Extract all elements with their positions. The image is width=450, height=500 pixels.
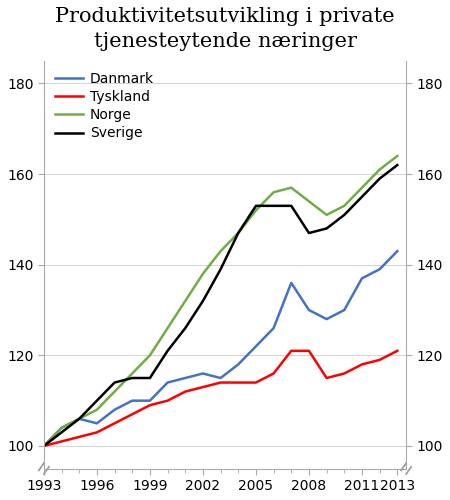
Danmark <box>165 380 170 386</box>
Sverige <box>359 194 364 200</box>
Sverige <box>147 375 153 381</box>
Line: Tyskland: Tyskland <box>44 351 397 446</box>
Danmark <box>306 307 312 313</box>
Danmark <box>395 248 400 254</box>
Sverige <box>395 162 400 168</box>
Sverige <box>218 266 223 272</box>
Norge <box>324 212 329 218</box>
Sverige <box>253 203 259 209</box>
Danmark <box>130 398 135 404</box>
Tyskland <box>165 398 170 404</box>
Norge <box>165 325 170 331</box>
Norge <box>147 352 153 358</box>
Norge <box>76 416 82 422</box>
Sverige <box>165 348 170 354</box>
Norge <box>377 166 382 172</box>
Line: Danmark: Danmark <box>44 251 397 446</box>
Danmark <box>359 276 364 281</box>
Tyskland <box>76 434 82 440</box>
Tyskland <box>94 430 99 436</box>
Tyskland <box>306 348 312 354</box>
Tyskland <box>377 357 382 363</box>
Title: Produktivitetsutvikling i private
tjenesteytende næringer: Produktivitetsutvikling i private tjenes… <box>55 7 395 51</box>
Tyskland <box>218 380 223 386</box>
Danmark <box>94 420 99 426</box>
Danmark <box>271 325 276 331</box>
Tyskland <box>359 362 364 368</box>
Tyskland <box>342 370 347 376</box>
Norge <box>359 184 364 190</box>
Sverige <box>130 375 135 381</box>
Norge <box>200 271 206 277</box>
Norge <box>288 184 294 190</box>
Norge <box>218 248 223 254</box>
Sverige <box>183 325 188 331</box>
Norge <box>306 198 312 204</box>
Line: Norge: Norge <box>44 156 397 446</box>
Tyskland <box>130 412 135 418</box>
Sverige <box>200 298 206 304</box>
Danmark <box>253 344 259 349</box>
Tyskland <box>253 380 259 386</box>
Sverige <box>306 230 312 236</box>
Danmark <box>41 443 46 449</box>
Norge <box>112 388 117 394</box>
Danmark <box>200 370 206 376</box>
Norge <box>41 443 46 449</box>
Norge <box>94 406 99 412</box>
Sverige <box>94 398 99 404</box>
Danmark <box>218 375 223 381</box>
Norge <box>59 425 64 431</box>
Sverige <box>288 203 294 209</box>
Sverige <box>324 226 329 232</box>
Sverige <box>59 430 64 436</box>
Sverige <box>377 176 382 182</box>
Danmark <box>377 266 382 272</box>
Tyskland <box>183 388 188 394</box>
Norge <box>183 298 188 304</box>
Tyskland <box>59 438 64 444</box>
Danmark <box>342 307 347 313</box>
Tyskland <box>324 375 329 381</box>
Norge <box>271 189 276 195</box>
Line: Sverige: Sverige <box>44 165 397 446</box>
Tyskland <box>288 348 294 354</box>
Sverige <box>41 443 46 449</box>
Danmark <box>112 406 117 412</box>
Danmark <box>324 316 329 322</box>
Norge <box>395 153 400 159</box>
Norge <box>342 203 347 209</box>
Tyskland <box>200 384 206 390</box>
Danmark <box>235 362 241 368</box>
Danmark <box>288 280 294 286</box>
Danmark <box>59 425 64 431</box>
Sverige <box>342 212 347 218</box>
Danmark <box>183 375 188 381</box>
Tyskland <box>41 443 46 449</box>
Norge <box>235 230 241 236</box>
Sverige <box>112 380 117 386</box>
Norge <box>130 370 135 376</box>
Legend: Danmark, Tyskland, Norge, Sverige: Danmark, Tyskland, Norge, Sverige <box>51 68 158 144</box>
Sverige <box>271 203 276 209</box>
Tyskland <box>112 420 117 426</box>
Danmark <box>147 398 153 404</box>
Sverige <box>76 416 82 422</box>
Danmark <box>76 416 82 422</box>
Tyskland <box>147 402 153 408</box>
Norge <box>253 208 259 214</box>
Tyskland <box>271 370 276 376</box>
Sverige <box>235 230 241 236</box>
Tyskland <box>235 380 241 386</box>
Tyskland <box>395 348 400 354</box>
